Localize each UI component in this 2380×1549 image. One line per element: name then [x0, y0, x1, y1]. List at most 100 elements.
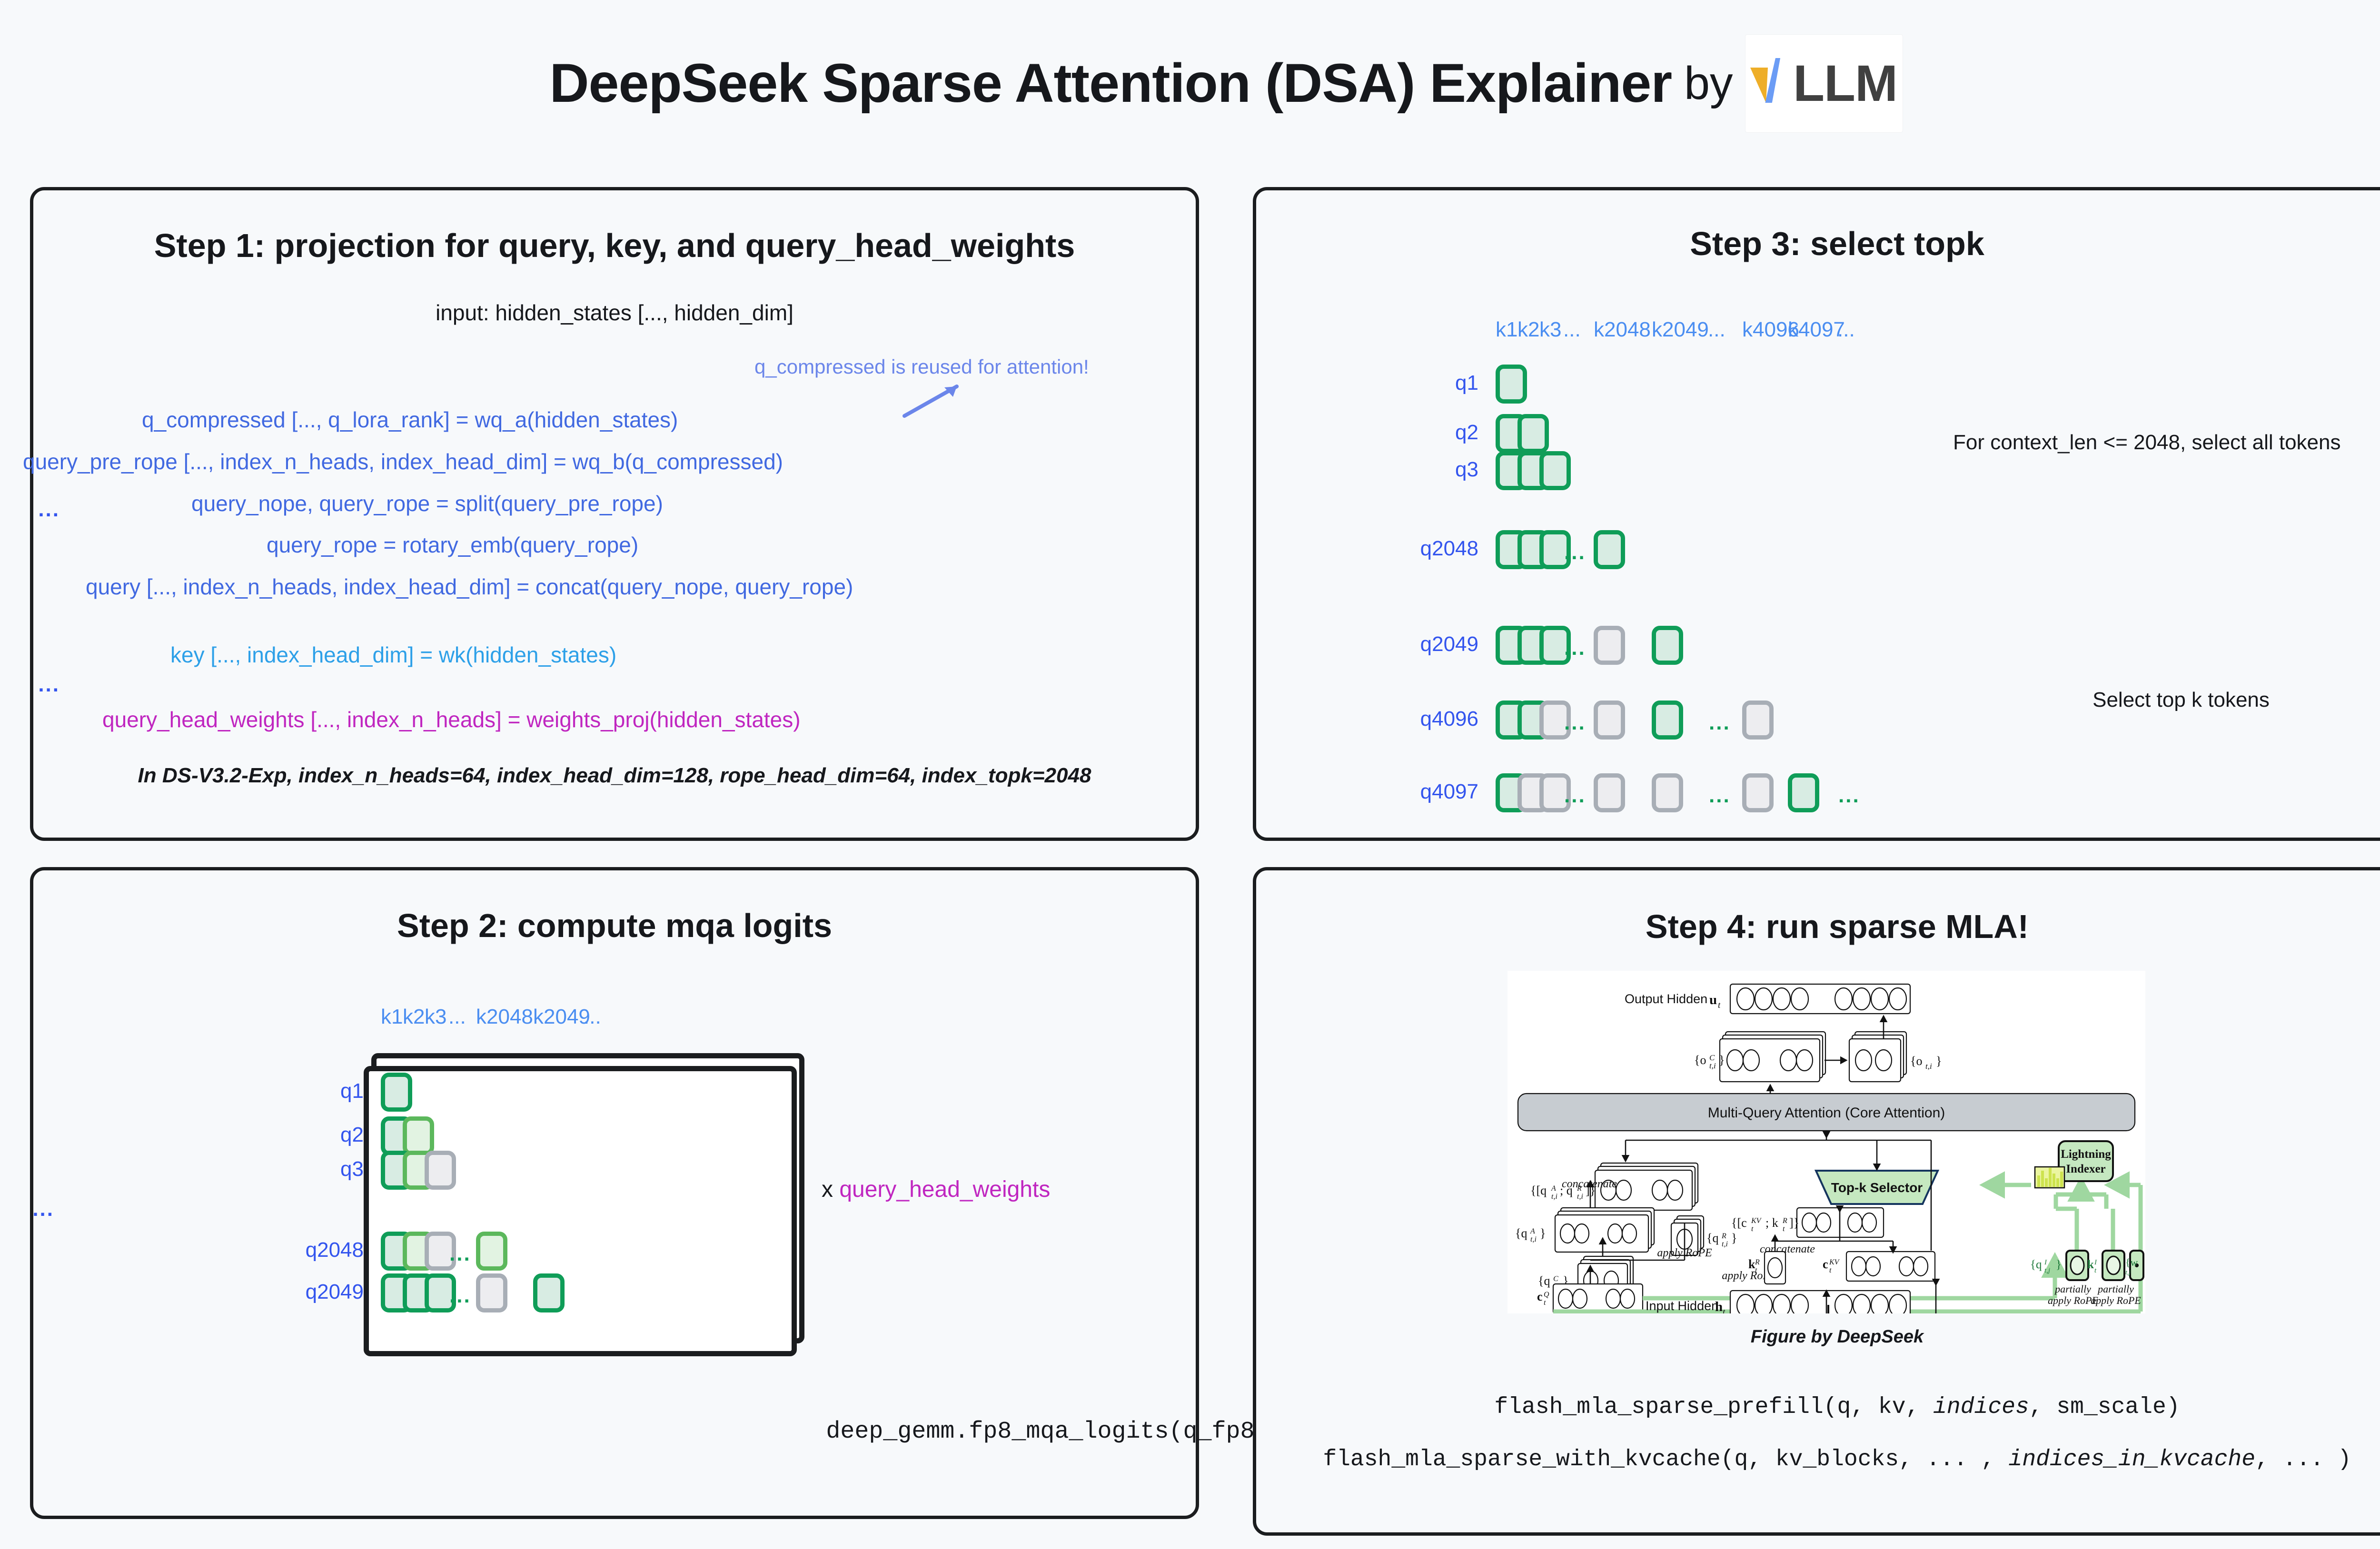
- svg-text:Q: Q: [1544, 1291, 1549, 1299]
- column-label-k-2: k3: [425, 1005, 447, 1028]
- grid-cell-gray[interactable]: [425, 1232, 456, 1271]
- svg-text:t,i: t,i: [1530, 1235, 1537, 1243]
- row-label-q2: q2: [1455, 421, 1478, 444]
- grid-ellipsis: ...: [449, 1242, 471, 1265]
- svg-text:{q: {q: [1515, 1226, 1527, 1240]
- grid-cell-green[interactable]: [425, 1273, 456, 1312]
- row-label-q4096: q4096: [1420, 707, 1478, 730]
- svg-text:t: t: [1751, 1225, 1754, 1233]
- code1-post: , sm_scale): [2029, 1394, 2180, 1420]
- column-label-k-9: ...: [1837, 318, 1855, 341]
- grid-cell-green[interactable]: [1539, 530, 1571, 569]
- grid-cell-green[interactable]: [1496, 365, 1527, 404]
- svg-text:]}: ]}: [1789, 1216, 1799, 1230]
- grid-cell-green[interactable]: [1539, 626, 1571, 665]
- grid-ellipsis: ...: [1564, 541, 1586, 564]
- column-label-k-7: k4096: [1742, 318, 1799, 341]
- svg-text:C: C: [1553, 1275, 1558, 1283]
- grid-cell-gray[interactable]: [425, 1151, 456, 1190]
- step-4-title: Step 4: run sparse MLA!: [1645, 908, 2029, 945]
- grid-cell-gray[interactable]: [1742, 701, 1774, 740]
- svg-text:apply RoPE: apply RoPE: [2048, 1294, 2098, 1306]
- code1-pre: flash_mla_sparse_prefill(q, kv,: [1494, 1394, 1934, 1420]
- grid-cell-gray[interactable]: [1594, 701, 1625, 740]
- step-3-note-all-tokens: For context_len <= 2048, select all toke…: [1953, 431, 2341, 454]
- grid-cell-green[interactable]: [1652, 701, 1683, 740]
- step-2-title: Step 2: compute mqa logits: [397, 907, 832, 944]
- svg-text:}: }: [1719, 1053, 1725, 1067]
- grid-cell-lightgreen[interactable]: [403, 1116, 434, 1155]
- step-1-formula-6: query_head_weights [..., index_n_heads] …: [102, 707, 801, 732]
- grid-cell-green[interactable]: [381, 1073, 412, 1112]
- title-row: DeepSeek Sparse Attention (DSA) Explaine…: [549, 34, 1903, 132]
- grid-ellipsis: ...: [1564, 784, 1586, 807]
- step-1-footnote: In DS-V3.2-Exp, index_n_heads=64, index_…: [138, 764, 1091, 787]
- svg-text:A: A: [1530, 1227, 1535, 1235]
- deepseek-architecture-figure: Output Hidden u t {o C t,i } {o t,i } Mu…: [1507, 971, 2145, 1326]
- grid-cell-gray[interactable]: [1594, 626, 1625, 665]
- svg-text:}: }: [1540, 1226, 1546, 1240]
- grid-cell-gray[interactable]: [1539, 773, 1571, 812]
- column-label-k-5: k2049: [1652, 318, 1709, 341]
- svg-text:{q: {q: [1538, 1274, 1550, 1288]
- svg-text:; k: ; k: [1765, 1216, 1778, 1230]
- grid-cell-green[interactable]: [1594, 530, 1625, 569]
- svg-text:t,j: t,j: [2125, 1269, 2131, 1276]
- svg-text:t,j: t,j: [2044, 1267, 2050, 1274]
- svg-text:R: R: [1755, 1258, 1760, 1266]
- column-label-k-3: ...: [448, 1005, 466, 1028]
- svg-text:I: I: [2044, 1259, 2047, 1266]
- step-4-code-line-1: flash_mla_sparse_prefill(q, kv, indices,…: [1253, 1394, 2380, 1420]
- svg-text:{q: {q: [1706, 1231, 1718, 1245]
- grid-cell-gray[interactable]: [1742, 773, 1774, 812]
- svg-text:k: k: [2087, 1258, 2094, 1271]
- code1-emphasis: indices: [1933, 1394, 2029, 1420]
- svg-text:Output Hidden: Output Hidden: [1625, 992, 1707, 1006]
- svg-text:R: R: [1577, 1184, 1582, 1193]
- grid-cell-green[interactable]: [1788, 773, 1819, 812]
- grid-cell-green[interactable]: [1539, 451, 1571, 490]
- svg-text:Top-k Selector: Top-k Selector: [1831, 1180, 1923, 1195]
- svg-text:t: t: [2094, 1267, 2097, 1274]
- svg-text:u: u: [1709, 992, 1717, 1007]
- step-1-note: q_compressed is reused for attention!: [754, 355, 1089, 378]
- grid-cell-green[interactable]: [1517, 414, 1549, 453]
- page-header: DeepSeek Sparse Attention (DSA) Explaine…: [0, 0, 2380, 167]
- svg-text:t,i: t,i: [1722, 1240, 1728, 1248]
- vllm-logo-text: LLM: [1793, 54, 1898, 112]
- grid-cell-gray[interactable]: [1594, 773, 1625, 812]
- step-1-formula-5: key [..., index_head_dim] = wk(hidden_st…: [170, 642, 617, 667]
- grid-cell-green[interactable]: [533, 1273, 565, 1312]
- step-2-multiplier: x query_head_weights: [822, 1176, 1050, 1203]
- step-2-card-front: [364, 1066, 797, 1356]
- svg-text:concatenate: concatenate: [1562, 1178, 1617, 1190]
- row-label-q2048: q2048: [305, 1238, 364, 1262]
- svg-text:R: R: [1782, 1217, 1787, 1225]
- grid-cell-gray[interactable]: [476, 1273, 507, 1312]
- column-label-k-1: k2: [403, 1005, 425, 1028]
- row-label-q3: q3: [340, 1157, 364, 1181]
- row-label-q2049: q2049: [305, 1280, 364, 1303]
- svg-text:KV: KV: [1751, 1217, 1762, 1225]
- page-title: DeepSeek Sparse Attention (DSA) Explaine…: [549, 53, 1672, 114]
- row-label-q1: q1: [340, 1079, 364, 1103]
- svg-text:apply RoPE: apply RoPE: [2091, 1294, 2141, 1306]
- column-label-k-8: k4097: [1788, 318, 1845, 341]
- svg-text:c: c: [1537, 1290, 1543, 1303]
- panel-step-1: Step 1: projection for query, key, and q…: [23, 187, 1199, 841]
- step-1-formula-0: q_compressed [..., q_lora_rank] = wq_a(h…: [142, 407, 678, 432]
- svg-text:; q: ; q: [1560, 1184, 1573, 1197]
- arrow-icon: [902, 385, 959, 418]
- row-label-q2: q2: [340, 1123, 364, 1146]
- column-label-k-6: ...: [1708, 318, 1726, 341]
- grid-cell-gray[interactable]: [1539, 701, 1571, 740]
- column-label-k-6: ...: [584, 1005, 601, 1028]
- svg-text:t,i: t,i: [1577, 1193, 1583, 1201]
- svg-text:t,i: t,i: [1551, 1193, 1557, 1201]
- step-1-formula-4: query [..., index_n_heads, index_head_di…: [86, 574, 853, 599]
- row-label-q3: q3: [1455, 458, 1478, 481]
- grid-cell-lightgreen[interactable]: [476, 1232, 507, 1271]
- grid-cell-green[interactable]: [1652, 626, 1683, 665]
- grid-cell-gray[interactable]: [1652, 773, 1683, 812]
- svg-text:{[c: {[c: [1731, 1216, 1747, 1230]
